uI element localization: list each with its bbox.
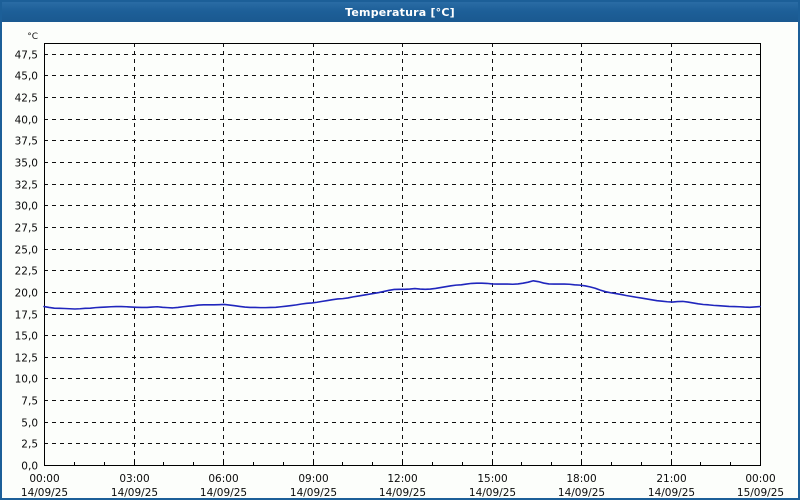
y-tick-label: 45,0 xyxy=(15,71,38,83)
x-tick-time-label: 12:00 xyxy=(387,473,417,485)
y-tick-label: 5,0 xyxy=(21,418,38,430)
y-tick-label: 20,0 xyxy=(15,288,38,300)
y-axis-tick-labels: 0,0 2,5 5,0 7,5 10,0 12,5 15,0 17,5 20,0 22,5 25,0… xyxy=(15,50,38,473)
x-tick-date-label: 14/09/25 xyxy=(21,487,68,498)
x-tick-date-label: 14/09/25 xyxy=(558,487,605,498)
y-tick-label: 15,0 xyxy=(15,331,38,343)
page-title: Temperatura [°C] xyxy=(345,5,455,19)
y-tick-label: 2,5 xyxy=(21,439,38,451)
y-tick-label: 35,0 xyxy=(15,158,38,170)
y-tick-label: 12,5 xyxy=(15,353,38,365)
x-tick-time-label: 18:00 xyxy=(566,473,596,485)
x-tick-time-label: 00:00 xyxy=(29,473,59,485)
x-tick-date-label: 14/09/25 xyxy=(290,487,337,498)
minor-tickmarks xyxy=(44,460,761,465)
x-tick-date-label: 14/09/25 xyxy=(379,487,426,498)
y-tick-label: 32,5 xyxy=(15,180,38,192)
x-tick-time-label: 21:00 xyxy=(656,473,686,485)
chart-canvas: 0,0 2,5 5,0 7,5 10,0 12,5 15,0 17,5 20,0 22,5 25,0… xyxy=(2,22,798,498)
x-tick-time-label: 03:00 xyxy=(119,473,149,485)
x-tick-date-label: 14/09/25 xyxy=(200,487,247,498)
axis-lines xyxy=(43,42,762,467)
x-axis-tick-labels: 00:00 14/09/25 03:00 14/09/25 06:00 14/09/25 0… xyxy=(21,473,784,498)
x-tick-time-label: 15:00 xyxy=(477,473,507,485)
y-tick-label: 40,0 xyxy=(15,115,38,127)
y-tick-label: 37,5 xyxy=(15,136,38,148)
y-tick-label: 7,5 xyxy=(21,396,38,408)
vertical-gridlines xyxy=(134,43,672,465)
y-tick-label: 27,5 xyxy=(15,223,38,235)
y-tick-label: 10,0 xyxy=(15,374,38,386)
y-tick-label: 30,0 xyxy=(15,201,38,213)
y-tick-label: 25,0 xyxy=(15,245,38,257)
x-tick-time-label: 00:00 xyxy=(745,473,775,485)
y-axis-unit-label: °C xyxy=(27,32,38,42)
x-tick-date-label: 14/09/25 xyxy=(469,487,516,498)
x-tick-time-label: 09:00 xyxy=(298,473,328,485)
temperature-line-chart: 0,0 2,5 5,0 7,5 10,0 12,5 15,0 17,5 20,0 22,5 25,0… xyxy=(15,32,784,498)
x-tick-date-label: 15/09/25 xyxy=(737,487,784,498)
horizontal-gridlines xyxy=(44,54,760,444)
temperature-series-line xyxy=(43,279,761,310)
y-tick-label: 0,0 xyxy=(21,461,38,473)
x-tick-date-label: 14/09/25 xyxy=(111,487,158,498)
y-tick-label: 47,5 xyxy=(15,50,38,62)
x-tick-date-label: 14/09/25 xyxy=(648,487,695,498)
x-tick-time-label: 06:00 xyxy=(208,473,238,485)
y-tick-label: 17,5 xyxy=(15,310,38,322)
y-tick-label: 42,5 xyxy=(15,93,38,105)
window-titlebar: Temperatura [°C] xyxy=(2,2,798,22)
y-tick-label: 22,5 xyxy=(15,266,38,278)
